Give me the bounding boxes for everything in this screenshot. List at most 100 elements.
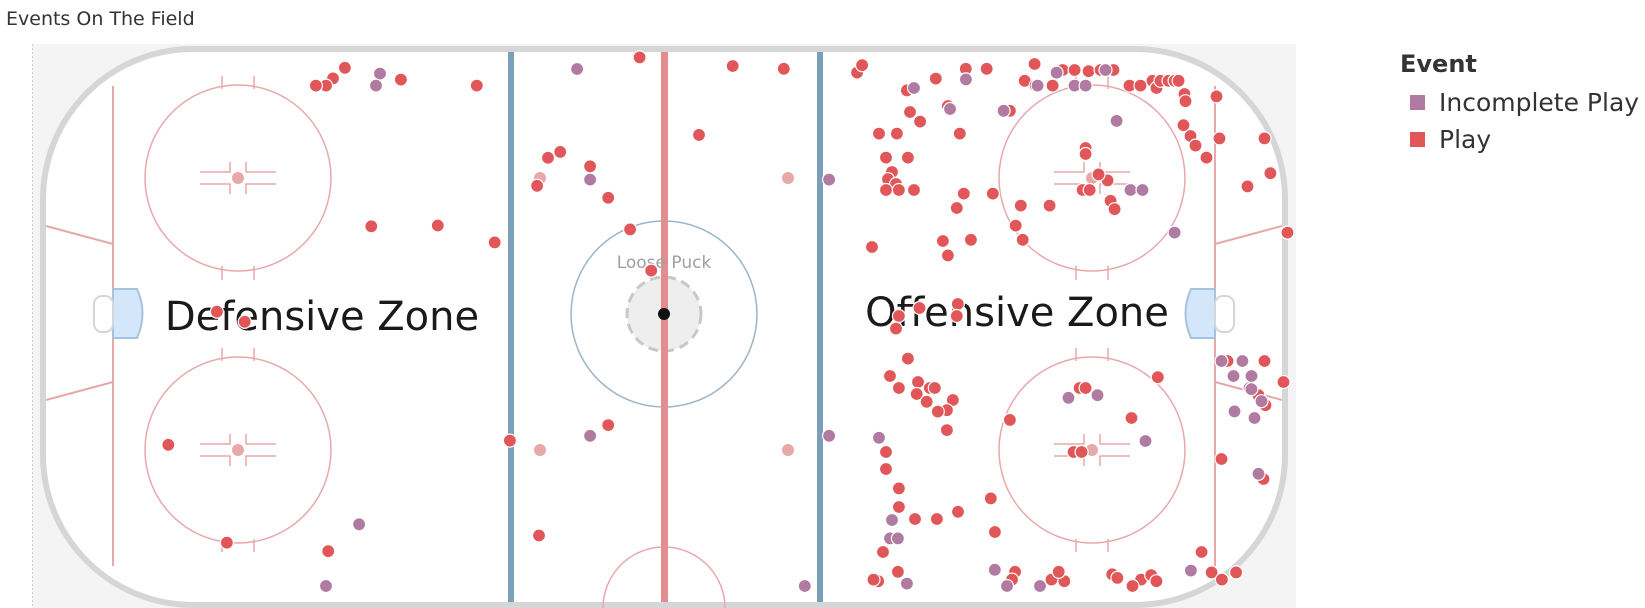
point-play-154[interactable]	[866, 572, 881, 587]
point-play-20[interactable]	[553, 144, 568, 160]
point-play-153[interactable]	[1051, 564, 1066, 579]
point-play-31[interactable]	[928, 71, 943, 86]
point-incomplete-play-16[interactable]	[1098, 62, 1113, 78]
point-play-73[interactable]	[1008, 218, 1023, 233]
point-incomplete-play-25[interactable]	[1244, 368, 1259, 384]
point-incomplete-play-26[interactable]	[1244, 382, 1259, 397]
point-play-88[interactable]	[1176, 118, 1191, 133]
point-play-74[interactable]	[1015, 232, 1030, 247]
point-play-104[interactable]	[891, 380, 907, 396]
point-play-50[interactable]	[1171, 73, 1186, 88]
point-play-39[interactable]	[1067, 62, 1082, 78]
point-play-12[interactable]	[502, 433, 517, 448]
point-play-83[interactable]	[1107, 202, 1122, 217]
point-play-100[interactable]	[888, 321, 904, 336]
point-play-19[interactable]	[691, 127, 707, 143]
point-play-10[interactable]	[487, 235, 502, 250]
point-play-119[interactable]	[1074, 444, 1089, 460]
point-incomplete-play-10[interactable]	[996, 103, 1011, 118]
point-play-105[interactable]	[909, 386, 924, 402]
point-play-135[interactable]	[987, 524, 1003, 540]
point-incomplete-play-28[interactable]	[1251, 466, 1266, 481]
point-incomplete-play-17[interactable]	[1109, 113, 1124, 129]
point-play-68[interactable]	[952, 126, 967, 141]
point-incomplete-play-37[interactable]	[890, 531, 906, 546]
point-play-14[interactable]	[321, 544, 336, 559]
point-play-99[interactable]	[891, 308, 907, 324]
point-play-61[interactable]	[900, 150, 916, 165]
point-play-72[interactable]	[1013, 198, 1028, 213]
point-play-16[interactable]	[161, 437, 176, 452]
point-play-127[interactable]	[878, 444, 894, 460]
point-play-117[interactable]	[1124, 410, 1139, 426]
point-play-152[interactable]	[1228, 565, 1244, 580]
point-incomplete-play-2[interactable]	[569, 61, 585, 77]
point-play-17[interactable]	[209, 304, 224, 319]
point-play-137[interactable]	[890, 564, 906, 579]
point-play-65[interactable]	[878, 182, 894, 198]
point-play-150[interactable]	[1204, 565, 1219, 580]
point-play-96[interactable]	[1280, 225, 1295, 240]
point-play-133[interactable]	[929, 511, 945, 527]
point-play-130[interactable]	[891, 499, 907, 515]
point-play-98[interactable]	[949, 308, 964, 324]
point-incomplete-play-35[interactable]	[884, 512, 900, 528]
point-play-8[interactable]	[776, 61, 791, 76]
point-play-149[interactable]	[1194, 544, 1209, 560]
point-play-131[interactable]	[907, 511, 923, 527]
point-incomplete-play-15[interactable]	[1078, 78, 1093, 93]
point-incomplete-play-39[interactable]	[987, 562, 1002, 577]
point-play-36[interactable]	[1027, 56, 1042, 72]
point-play-79[interactable]	[1042, 198, 1057, 213]
point-incomplete-play-43[interactable]	[318, 578, 334, 594]
point-incomplete-play-40[interactable]	[999, 578, 1015, 594]
point-play-151[interactable]	[1214, 572, 1230, 587]
point-incomplete-play-6[interactable]	[821, 428, 837, 443]
point-play-136[interactable]	[875, 544, 891, 560]
point-play-60[interactable]	[878, 150, 894, 165]
point-play-112[interactable]	[939, 423, 955, 438]
point-play-70[interactable]	[949, 200, 964, 216]
point-play-3[interactable]	[308, 78, 323, 93]
point-play-27[interactable]	[531, 528, 547, 543]
point-play-9[interactable]	[430, 218, 445, 233]
point-play-116[interactable]	[1078, 380, 1093, 396]
point-incomplete-play-32[interactable]	[1090, 388, 1105, 403]
point-play-13[interactable]	[601, 418, 616, 433]
point-play-144[interactable]	[1110, 570, 1125, 586]
point-play-91[interactable]	[1199, 150, 1214, 165]
point-play-4[interactable]	[393, 72, 408, 87]
point-play-97[interactable]	[950, 296, 965, 312]
point-play-94[interactable]	[1263, 166, 1278, 181]
point-incomplete-play-18[interactable]	[1123, 182, 1138, 198]
point-play-5[interactable]	[469, 78, 484, 93]
point-play-25[interactable]	[622, 222, 638, 237]
point-play-69[interactable]	[956, 186, 971, 201]
point-play-75[interactable]	[935, 233, 951, 249]
point-play-120[interactable]	[1214, 451, 1229, 467]
point-play-67[interactable]	[906, 182, 922, 198]
point-play-95[interactable]	[1240, 179, 1255, 194]
point-play-92[interactable]	[1212, 131, 1227, 146]
point-play-21[interactable]	[582, 159, 598, 174]
point-play-148[interactable]	[1125, 578, 1140, 594]
point-play-76[interactable]	[963, 232, 979, 247]
point-incomplete-play-19[interactable]	[1135, 182, 1150, 198]
point-play-66[interactable]	[891, 182, 907, 198]
point-incomplete-play-21[interactable]	[1214, 353, 1229, 369]
point-play-132[interactable]	[950, 504, 966, 519]
point-play-33[interactable]	[979, 61, 994, 76]
point-incomplete-play-38[interactable]	[899, 576, 915, 591]
point-play-129[interactable]	[891, 481, 907, 496]
point-incomplete-play-29[interactable]	[1247, 410, 1262, 426]
point-incomplete-play-42[interactable]	[1183, 563, 1199, 578]
point-incomplete-play-34[interactable]	[871, 430, 887, 445]
point-incomplete-play-27[interactable]	[1254, 394, 1269, 409]
point-play-85[interactable]	[1091, 167, 1106, 182]
point-incomplete-play-31[interactable]	[1061, 390, 1076, 405]
point-incomplete-play-12[interactable]	[1030, 78, 1045, 93]
point-play-101[interactable]	[900, 351, 916, 366]
point-play-113[interactable]	[1002, 412, 1018, 427]
point-play-147[interactable]	[1149, 574, 1164, 589]
point-incomplete-play-3[interactable]	[582, 172, 598, 187]
